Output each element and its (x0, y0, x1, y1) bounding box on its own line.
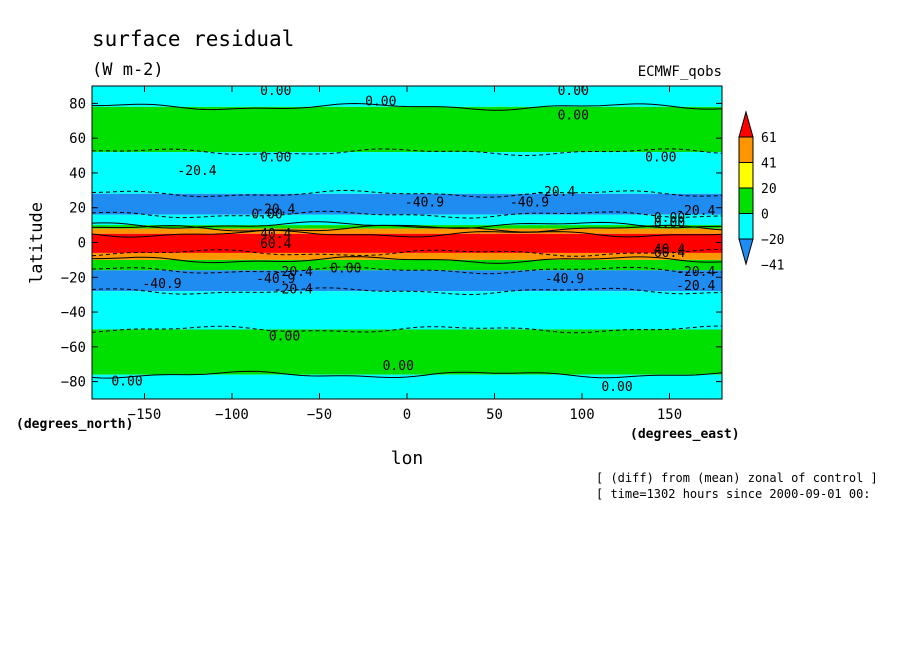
heatmap-band-2 (92, 152, 722, 194)
x-tick-label-1: −100 (215, 407, 249, 423)
contour-label-28: 0.00 (383, 359, 414, 374)
contour-label-3: 0.00 (558, 109, 589, 124)
dataset-label: ECMWF_qobs (638, 64, 722, 80)
heatmap-band-10 (92, 270, 722, 292)
contour-label-23: -40.9 (142, 277, 181, 292)
contour-label-30: 0.00 (601, 380, 632, 395)
x-axis: −150 −100 −50 0 50 100 150 (128, 86, 682, 423)
heatmap-band-12 (92, 329, 722, 375)
colorbar-label-3: 0 (761, 208, 769, 223)
y-tick-label-3: −20 (61, 270, 86, 286)
contour-label-2: 0.00 (558, 84, 589, 99)
contour-line-3 (92, 210, 722, 219)
x-tick-label-2: −50 (307, 407, 332, 423)
contour-line-9 (92, 266, 722, 275)
contour-label-12: -20.4 (256, 202, 295, 217)
x-tick-label-6: 150 (657, 407, 682, 423)
contour-label-14: 0.00 (654, 216, 685, 231)
contour-label-4: 0.00 (260, 150, 291, 165)
contour-line-2 (92, 189, 722, 198)
x-axis-label: lon (391, 448, 424, 469)
contour-label-8: -40.9 (405, 196, 444, 211)
heatmap-band-9 (92, 259, 722, 271)
colorbar: 61 41 20 0 −20 −41 (738, 110, 784, 274)
contour-label-21: -40.9 (256, 272, 295, 287)
y-tick-label-2: −40 (61, 305, 86, 321)
colorbar-swatch-2 (738, 187, 754, 214)
contour-label-13: 0.00 (654, 211, 685, 226)
contour-line-1 (92, 148, 722, 156)
y-tick-label-0: −80 (61, 375, 86, 391)
contour-label-7: -20.4 (536, 185, 575, 200)
colorbar-label-0: 61 (761, 131, 777, 146)
y-unit-note: (degrees_north) (16, 417, 133, 432)
contour-labels: 0.000.000.000.000.00 0.00-20.4-20.4-40.9-… (111, 84, 715, 395)
contour-line-10 (92, 287, 722, 296)
colorbar-label-4: −20 (761, 233, 784, 248)
contour-label-18: 60.4 (654, 246, 685, 261)
contour-line-12 (92, 370, 722, 379)
contour-label-19: 0.00 (330, 262, 361, 277)
contour-label-25: -20.4 (676, 265, 715, 280)
heatmap-band-6 (92, 228, 722, 234)
contour-label-11: 0.00 (251, 208, 282, 223)
footer-line-2: [ time=1302 hours since 2000-09-01 00: (596, 487, 871, 501)
contour-label-9: -40.9 (510, 196, 549, 211)
heatmap-bands (92, 86, 722, 399)
contour-label-22: -20.4 (274, 282, 313, 297)
contour-line-0 (92, 102, 722, 111)
colorbar-label-1: 41 (761, 157, 777, 172)
x-tick-label-5: 100 (569, 407, 594, 423)
heatmap-band-11 (92, 291, 722, 330)
contour-label-10: -20.4 (676, 204, 715, 219)
chart-units: (W m-2) (92, 60, 164, 80)
y-axis: −80 −60 −40 −20 0 20 40 60 80 (61, 96, 722, 391)
colorbar-label-2: 20 (761, 182, 777, 197)
contour-label-5: 0.00 (645, 150, 676, 165)
colorbar-swatch-1 (738, 162, 754, 189)
colorbar-swatch-3 (738, 213, 754, 240)
heatmap-band-0 (92, 86, 722, 107)
footer-line-1: [ (diff) from (mean) zonal of control ] (596, 471, 878, 485)
y-tick-label-1: −60 (61, 340, 86, 356)
contour-line-7 (92, 249, 722, 257)
contour-label-26: -20.4 (676, 279, 715, 294)
heatmap-band-7 (92, 233, 722, 253)
heatmap-band-4 (92, 214, 722, 226)
contour-label-27: 0.00 (269, 329, 300, 344)
colorbar-label-5: −41 (761, 259, 784, 274)
contour-label-1: 0.00 (365, 95, 396, 110)
contour-label-17: 40.4 (654, 242, 685, 257)
contour-line-6 (92, 229, 722, 238)
contour-line-5 (92, 224, 722, 233)
x-tick-label-4: 50 (486, 407, 503, 423)
contour-label-20: -20.4 (274, 265, 313, 280)
y-tick-label-8: 80 (69, 96, 86, 112)
contour-lines (92, 102, 722, 379)
heatmap-band-3 (92, 193, 722, 215)
contour-label-15: 40.4 (260, 227, 291, 242)
y-tick-label-7: 60 (69, 131, 86, 147)
contour-line-11 (92, 325, 722, 334)
colorbar-swatch-bottom (738, 238, 754, 266)
heatmap-band-8 (92, 252, 722, 260)
y-axis-label: latitude (27, 202, 47, 284)
x-tick-label-0: −150 (128, 407, 162, 423)
contour-label-16: 60.4 (260, 237, 291, 252)
heatmap-band-1 (92, 106, 722, 153)
colorbar-swatch-top (738, 110, 754, 138)
y-tick-label-5: 20 (69, 201, 86, 217)
chart-title: surface residual (92, 27, 294, 51)
contour-label-6: -20.4 (177, 164, 216, 179)
x-unit-note: (degrees_east) (630, 427, 740, 442)
contour-label-0: 0.00 (260, 84, 291, 99)
colorbar-swatch-0 (738, 136, 754, 163)
contour-line-8 (92, 256, 722, 264)
y-tick-label-6: 40 (69, 166, 86, 182)
x-tick-label-3: 0 (403, 407, 411, 423)
contour-label-24: -40.9 (545, 272, 584, 287)
contour-label-29: 0.00 (111, 375, 142, 390)
y-tick-label-4: 0 (78, 236, 86, 252)
